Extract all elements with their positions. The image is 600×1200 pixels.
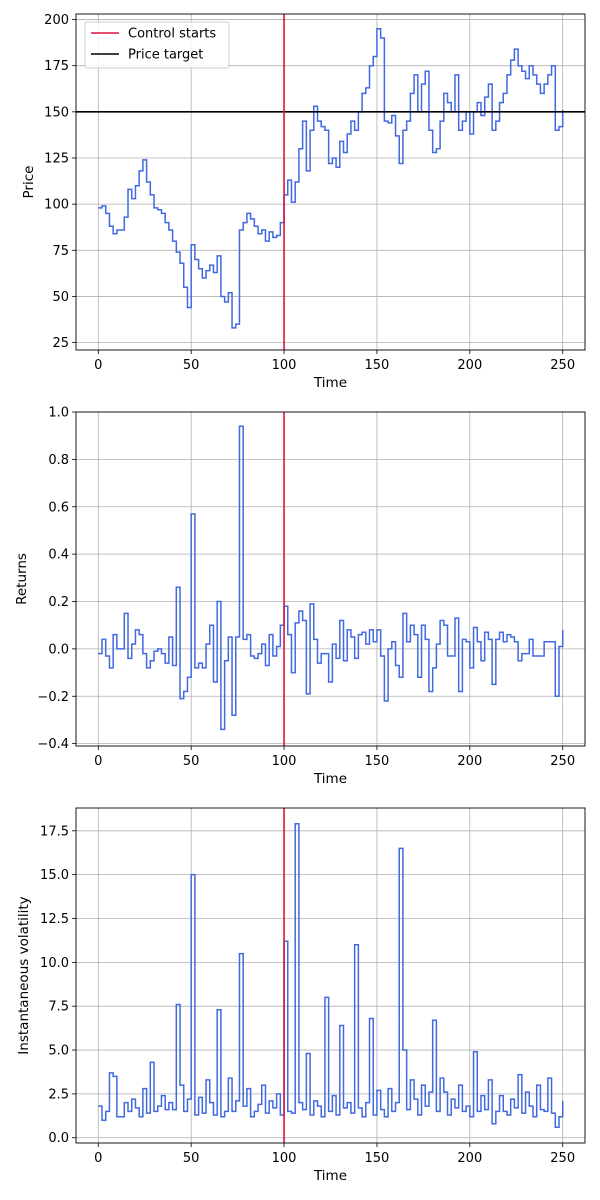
volatility-y-tick-label: 12.5 [40, 912, 69, 927]
returns-y-tick-label: −0.4 [37, 737, 69, 752]
price-x-tick-label: 100 [272, 358, 297, 373]
returns-y-tick-label: 0.8 [48, 453, 69, 468]
volatility-x-tick-label: 200 [457, 1151, 482, 1166]
volatility-x-tick-label: 0 [94, 1151, 102, 1166]
volatility-x-tick-label: 100 [272, 1151, 297, 1166]
volatility-y-tick-label: 0.0 [48, 1131, 69, 1146]
price-y-tick-label: 150 [44, 105, 69, 120]
returns-y-tick-label: 1.0 [48, 406, 69, 421]
volatility-x-tick-label: 250 [550, 1151, 575, 1166]
volatility-y-tick-label: 17.5 [40, 824, 69, 839]
returns-axes-frame [75, 411, 586, 747]
price-y-tick-label: 25 [52, 336, 69, 351]
price-x-tick-label: 200 [457, 358, 482, 373]
returns-y-axis-label: Returns [14, 553, 30, 605]
price-y-tick-label: 75 [52, 244, 69, 259]
returns-y-tick-label: 0.4 [48, 548, 69, 563]
volatility-series-line [98, 823, 564, 1128]
returns-y-tick-label: 0.6 [48, 500, 69, 515]
returns-x-tick-label: 0 [94, 754, 102, 769]
price-y-tick-label: 50 [52, 290, 69, 305]
price-x-tick-label: 0 [94, 358, 102, 373]
price-y-tick-label: 100 [44, 198, 69, 213]
legend-label-control-starts: Control starts [128, 27, 216, 42]
price-chart: 0 50 100 150 200 250 25 50 75 100 125 150 175 200 Time… [21, 13, 586, 391]
price-y-tick-label: 175 [44, 59, 69, 74]
returns-series-line [98, 425, 564, 731]
legend-box [84, 21, 230, 69]
volatility-chart: 0 50 100 150 200 250 0.0 2.5 5.0 7.5 10.0 12.5 15.0 1… [16, 807, 586, 1184]
volatility-y-tick-label: 2.5 [48, 1087, 69, 1102]
returns-x-axis-label: Time [313, 771, 347, 787]
returns-x-tick-label: 150 [365, 754, 390, 769]
volatility-x-tick-label: 150 [365, 1151, 390, 1166]
price-axes-frame [75, 13, 586, 351]
returns-x-tick-label: 100 [272, 754, 297, 769]
returns-x-tick-label: 200 [457, 754, 482, 769]
volatility-y-tick-label: 10.0 [40, 956, 69, 971]
returns-chart: 0 50 100 150 200 250 −0.4 −0.2 0.0 0.2 0.4 0.6 0.8 1.… [14, 406, 586, 787]
returns-y-tick-label: 0.0 [48, 642, 69, 657]
price-x-axis-label: Time [313, 375, 347, 391]
price-x-tick-label: 250 [550, 358, 575, 373]
price-y-axis-label: Price [21, 166, 37, 199]
price-x-tick-label: 150 [365, 358, 390, 373]
returns-x-tick-label: 250 [550, 754, 575, 769]
returns-y-tick-label: −0.2 [37, 690, 69, 705]
volatility-x-tick-label: 50 [183, 1151, 200, 1166]
volatility-y-tick-label: 15.0 [40, 868, 69, 883]
returns-x-tick-label: 50 [183, 754, 200, 769]
volatility-y-tick-label: 5.0 [48, 1044, 69, 1059]
volatility-y-axis-label: Instantaneous volatility [16, 896, 32, 1054]
legend: Control starts Price target [84, 21, 230, 69]
legend-label-price-target: Price target [128, 48, 203, 63]
price-y-tick-label: 200 [44, 13, 69, 28]
price-x-tick-label: 50 [183, 358, 200, 373]
volatility-x-axis-label: Time [313, 1168, 347, 1184]
price-series-line [98, 28, 564, 329]
price-y-tick-label: 125 [44, 152, 69, 167]
volatility-y-tick-label: 7.5 [48, 1000, 69, 1015]
returns-y-tick-label: 0.2 [48, 595, 69, 610]
volatility-axes-frame [75, 807, 586, 1144]
